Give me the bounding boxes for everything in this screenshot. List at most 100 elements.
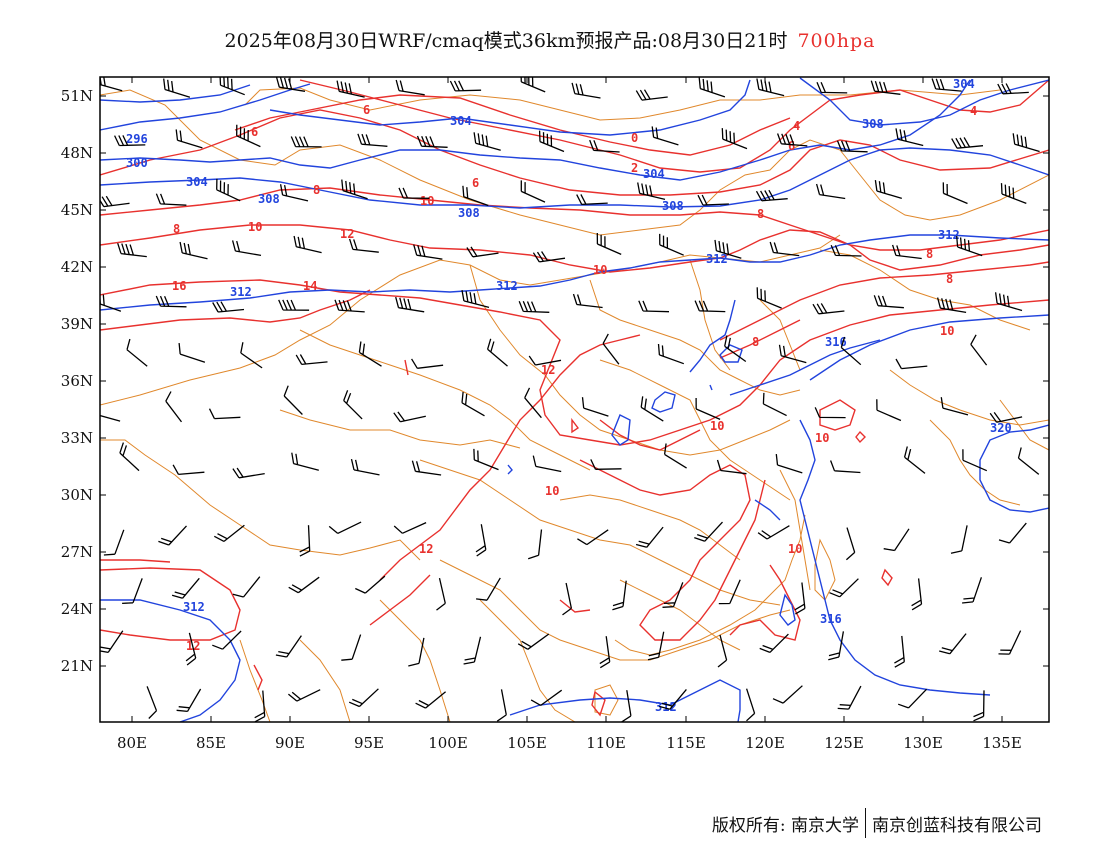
wind-barb [936,297,967,314]
wind-barb [415,691,447,709]
wind-barb [240,342,263,369]
wind-barb [1000,183,1027,205]
wind-barb [757,525,790,540]
wind-barb [461,391,485,417]
wind-barb [830,245,862,257]
geopotential-label: 304 [953,77,975,91]
lat-tick-label: 27N [61,543,93,561]
temperature-label: 12 [340,227,354,241]
geopotential-label: 304 [643,167,665,181]
geopotential-label: 296 [126,132,148,146]
wind-barb [895,128,924,147]
wind-barb [530,689,563,706]
wind-barb [100,77,123,92]
wind-barb [970,334,988,366]
temperature-label: 10 [710,419,724,433]
geopotential-label: 312 [183,600,205,614]
wind-barbs [100,77,1040,722]
wind-barb [355,575,386,594]
wind-barb [100,630,124,654]
lon-tick-label: 80E [117,734,147,752]
geopotential-label: 312 [496,279,518,293]
wind-barb [517,633,550,650]
wind-barb [299,525,311,557]
wind-barb [293,235,322,254]
wind-barb [940,397,969,416]
wind-barb [341,634,362,661]
lon-tick-label: 85E [196,734,226,752]
wind-barb [870,80,901,95]
wind-barb [662,582,684,608]
wind-barb [232,467,265,479]
wind-barb [408,637,425,667]
temperature-label: 4 [970,104,977,118]
wind-barb [621,690,632,722]
wind-barb [816,81,848,94]
wind-barb [395,296,425,313]
title-text: 2025年08月30日WRF/cmaq模式36km预报产品:08月30日21时 [224,30,788,52]
geopotential-label: 308 [862,117,884,131]
wind-barb [179,241,208,260]
geopotential-label: 316 [820,612,842,626]
wind-barb [100,414,121,422]
wind-barb [942,182,968,205]
wind-barb [815,183,846,200]
chart-title: 2025年08月30日WRF/cmaq模式36km预报产品:08月30日21时 7… [0,26,1100,53]
wind-barb [873,295,904,309]
wind-barb [903,446,926,474]
wind-barb [997,83,1029,95]
wind-barb [216,178,241,202]
wind-barb [814,407,846,419]
wind-barb [524,387,542,419]
geopotential-label: 312 [230,285,252,299]
wind-barb [416,135,448,148]
wind-barb [647,631,665,661]
wind-barb [756,287,782,309]
wind-barb [357,133,388,147]
wind-barb [413,244,443,260]
wind-barb [158,525,187,546]
wind-barb [911,578,923,611]
wind-barb [398,187,430,199]
temperature-label: 8 [173,222,180,236]
temperature-label: 16 [172,279,186,293]
wind-barb [714,239,742,259]
wind-barb [589,139,620,153]
geopotential-label: 312 [938,228,960,242]
wind-barb [348,688,379,708]
wind-barb [328,521,362,534]
wind-barb [155,295,187,308]
wind-barb [640,396,664,422]
wind-barb [126,338,148,367]
temperature-label: 6 [472,176,479,190]
wind-barb [178,343,206,363]
wind-barb [279,184,309,202]
wind-barb [122,578,143,605]
map-frame [99,76,1050,723]
wind-barb [939,633,967,655]
wind-barb [275,77,306,92]
wind-barb [336,80,365,98]
wind-barb [775,454,803,474]
wind-barb [931,78,962,92]
geopotential-labels: 296 300 304 304 304 304 308 308 308 308 … [126,77,1012,714]
lat-tick-label: 36N [61,372,93,390]
lat-tick-label: 21N [61,657,93,675]
wind-barb [341,179,368,200]
wind-barb [973,690,985,722]
lon-tick-label: 95E [354,734,384,752]
wind-barb [994,292,1023,312]
wind-barb [463,636,482,665]
wind-barb [518,300,550,313]
wind-barb [694,521,723,542]
wind-barb [520,180,546,203]
pressure-level: 700hpa [797,30,876,52]
wind-barb [532,251,566,263]
wind-barb [951,137,984,149]
wind-barb [876,399,902,422]
wind-barb [175,129,203,149]
wind-barb [694,300,726,313]
temperature-label: 6 [251,125,258,139]
wind-barb [837,685,862,710]
